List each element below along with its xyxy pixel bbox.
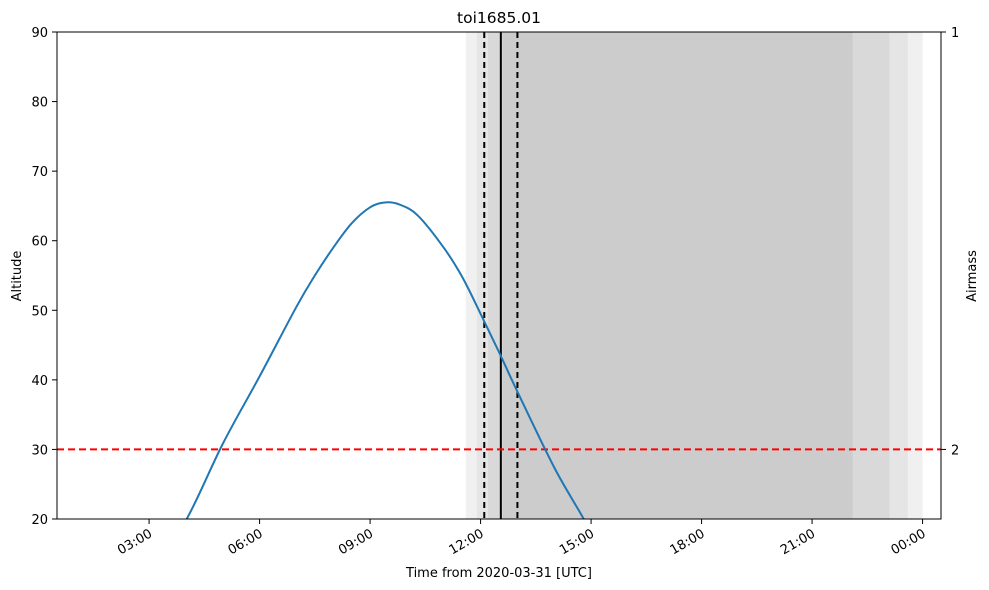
y-tick-label: 30: [31, 443, 48, 458]
series-layer: [185, 201, 585, 519]
altitude-curve-0: [185, 201, 585, 519]
y-tick-label: 40: [31, 374, 48, 389]
twilight-band-3: [502, 32, 853, 519]
x-tick-label: 06:00: [226, 526, 266, 558]
x-tick-label: 12:00: [447, 526, 487, 558]
x-axis: 03:00 06:00 09:00 12:00 15:00 18:00 21:00 00:00: [115, 519, 929, 558]
x-tick-label: 18:00: [668, 526, 708, 558]
plot-frame: [56, 31, 942, 520]
x-tick-label: 21:00: [778, 526, 818, 558]
y-tick-label: 60: [31, 235, 48, 250]
y2-axis-label: Airmass: [965, 250, 980, 302]
x-tick-label: 03:00: [115, 526, 155, 558]
reference-lines: [57, 32, 941, 519]
y2-axis: 12: [941, 26, 959, 458]
y-tick-label: 90: [31, 26, 48, 41]
y-tick-label: 20: [31, 513, 48, 528]
y-tick-label: 70: [31, 165, 48, 180]
y2-tick-label: 1: [951, 26, 959, 41]
y-axis: 20 30 40 50 60 70 80 90: [31, 26, 57, 528]
y-tick-label: 80: [31, 96, 48, 111]
y-tick-label: 50: [31, 304, 48, 319]
y2-tick-label: 2: [951, 443, 959, 458]
x-tick-label: 09:00: [336, 526, 376, 558]
chart-title: toi1685.01: [457, 9, 541, 27]
x-axis-label: Time from 2020-03-31 [UTC]: [405, 566, 592, 581]
twilight-bands: [465, 32, 923, 519]
x-tick-label: 15:00: [557, 526, 597, 558]
y-axis-label: Altitude: [10, 251, 25, 302]
x-tick-label: 00:00: [889, 526, 929, 558]
